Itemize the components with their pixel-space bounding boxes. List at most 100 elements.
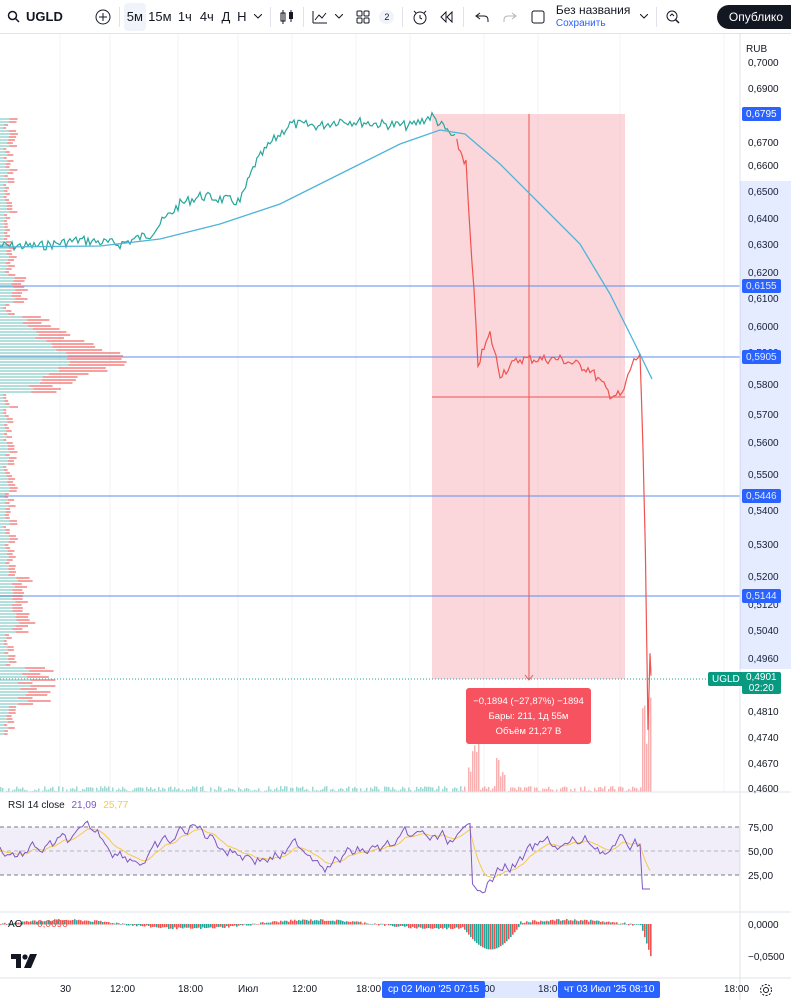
- compare-add-icon[interactable]: [91, 3, 115, 31]
- ao-bar: [364, 922, 366, 924]
- volume-bar: [438, 786, 440, 792]
- volume-profile-bar: [0, 688, 20, 690]
- volume-profile-bar: [35, 337, 64, 339]
- volume-profile-bar: [9, 565, 16, 567]
- interval-day[interactable]: Д: [218, 3, 234, 31]
- chevron-down-icon[interactable]: [250, 3, 266, 31]
- chevron-down-icon[interactable]: [636, 3, 652, 31]
- indicators-icon[interactable]: [308, 3, 332, 31]
- volume-bar: [276, 788, 278, 792]
- currency-label[interactable]: RUB: [746, 44, 767, 55]
- ao-bar: [132, 924, 134, 926]
- undo-icon[interactable]: [468, 3, 496, 31]
- volume-profile-bar: [0, 634, 5, 636]
- chart-title-box[interactable]: Без названия Сохранить: [556, 4, 631, 30]
- volume-profile-bar: [0, 628, 12, 630]
- publish-button[interactable]: Опублико: [717, 5, 791, 29]
- ao-bar: [150, 924, 152, 927]
- volume-profile-bar: [14, 277, 26, 279]
- redo-icon[interactable]: [496, 3, 524, 31]
- ao-bar: [340, 920, 342, 924]
- settings-gear-icon[interactable]: [759, 983, 773, 1002]
- save-status[interactable]: Сохранить: [556, 17, 631, 30]
- ao-bar: [512, 924, 514, 935]
- checkbox-icon[interactable]: [526, 3, 550, 31]
- layouts-count-badge[interactable]: 2: [376, 3, 398, 31]
- alert-clock-icon[interactable]: [407, 3, 433, 31]
- volume-profile-bar: [0, 220, 4, 222]
- volume-profile-bar: [0, 529, 5, 531]
- ao-bar: [498, 924, 500, 947]
- volume-profile-bar: [4, 175, 7, 177]
- volume-profile-bar: [0, 400, 5, 402]
- ao-bar: [104, 922, 106, 925]
- ao-bar: [374, 923, 376, 924]
- ao-bar: [478, 924, 480, 945]
- interval-4h[interactable]: 4ч: [196, 3, 218, 31]
- volume-profile-bar: [5, 652, 9, 654]
- ao-histogram[interactable]: [0, 919, 652, 956]
- volume-profile-bar: [7, 418, 13, 420]
- volume-profile-bar: [0, 253, 7, 255]
- ao-bar: [470, 924, 472, 937]
- volume-profile-bar: [0, 568, 8, 570]
- interval-15m[interactable]: 15м: [146, 3, 174, 31]
- ao-bar: [620, 924, 622, 925]
- interval-1h[interactable]: 1ч: [174, 3, 196, 31]
- replay-icon[interactable]: [433, 3, 459, 31]
- ao-bar: [256, 924, 258, 925]
- volume-profile-bar: [0, 526, 3, 528]
- ao-legend[interactable]: AO −0,0696: [8, 919, 68, 930]
- volume-bar: [598, 787, 600, 792]
- volume-profile-bar: [8, 646, 14, 648]
- volume-bar: [200, 787, 202, 792]
- rsi-legend[interactable]: RSI 14 close 21,09 25,77: [8, 800, 128, 811]
- volume-profile-bar: [6, 664, 11, 666]
- volume-bar: [646, 744, 648, 792]
- interval-5m[interactable]: 5м: [124, 3, 146, 31]
- volume-profile-bar: [0, 325, 28, 327]
- volume-profile-bar: [0, 676, 27, 678]
- chart-canvas[interactable]: 0,70000,69000,68000,67000,66000,65000,64…: [0, 34, 791, 1000]
- volume-profile-bar: [0, 733, 4, 735]
- volume-bar: [464, 787, 466, 792]
- volume-profile-bar: [8, 727, 15, 729]
- volume-bar: [340, 788, 342, 792]
- ao-bar: [414, 924, 416, 928]
- ao-bar: [482, 924, 484, 947]
- volume-profile-bar: [13, 592, 24, 594]
- volume-profile-bar: [0, 427, 5, 429]
- volume-profile-bar: [0, 250, 6, 252]
- volume-profile-bar: [4, 223, 7, 225]
- ao-bar: [526, 921, 528, 924]
- volume-profile-bar: [56, 349, 102, 351]
- volume-profile-bar: [15, 601, 28, 603]
- quick-search-icon[interactable]: [661, 3, 685, 31]
- volume-profile-bar: [15, 586, 27, 588]
- volume-profile-bar: [4, 424, 7, 426]
- volume-profile-bar: [4, 226, 7, 228]
- search-icon[interactable]: [4, 3, 22, 31]
- chevron-down-icon[interactable]: [332, 3, 346, 31]
- ao-bar: [582, 921, 584, 925]
- price-candles[interactable]: [0, 113, 455, 250]
- volume-profile-bar: [0, 238, 4, 240]
- volume-bar: [636, 788, 638, 792]
- volume-bar: [356, 788, 358, 792]
- volume-bar: [472, 751, 474, 792]
- tradingview-logo[interactable]: [11, 954, 37, 973]
- candles-icon[interactable]: [275, 3, 299, 31]
- volume-bar: [70, 789, 72, 792]
- volume-profile-bar: [9, 121, 16, 123]
- ao-bar: [282, 921, 284, 924]
- volume-bar: [138, 787, 140, 792]
- layout-grid-icon[interactable]: [350, 3, 376, 31]
- volume-profile-bar: [0, 268, 6, 270]
- ao-bar: [112, 923, 114, 924]
- ao-bar: [560, 921, 562, 925]
- volume-profile-bar: [0, 514, 5, 516]
- ao-bar: [226, 924, 228, 926]
- interval-week[interactable]: Н: [234, 3, 250, 31]
- ao-bar: [422, 924, 424, 929]
- symbol-search-button[interactable]: UGLD: [22, 3, 63, 31]
